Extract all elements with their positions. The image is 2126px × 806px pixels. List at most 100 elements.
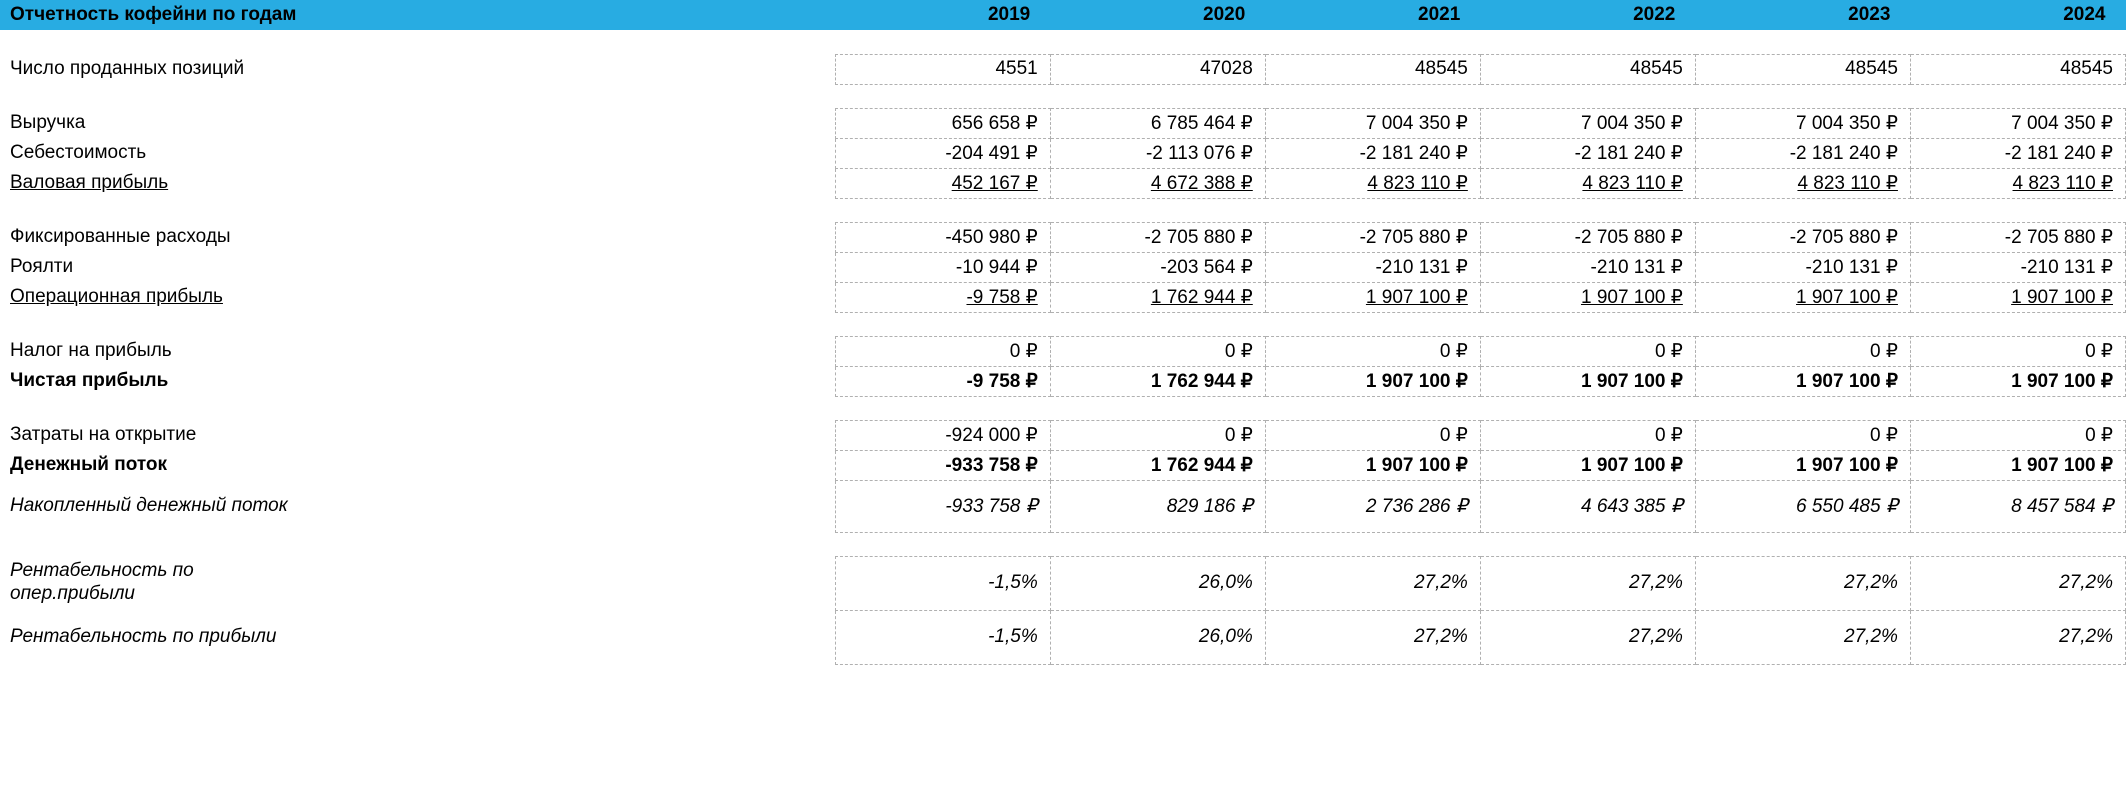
cell: 1 907 100 ₽	[1265, 366, 1480, 396]
cell: 0 ₽	[1480, 420, 1695, 450]
header-year: 2023	[1695, 0, 1910, 30]
cell: 27,2%	[1910, 556, 2125, 610]
cell: 48545	[1265, 54, 1480, 84]
cell: 1 907 100 ₽	[1480, 450, 1695, 480]
cell: -210 131 ₽	[1695, 252, 1910, 282]
cell: 7 004 350 ₽	[1695, 108, 1910, 138]
cell: 0 ₽	[1050, 420, 1265, 450]
cell: 1 762 944 ₽	[1050, 450, 1265, 480]
label-cash-flow: Денежный поток	[0, 450, 835, 480]
cell: 4 643 385 ₽	[1480, 480, 1695, 532]
cell: 1 762 944 ₽	[1050, 282, 1265, 312]
header-year: 2019	[835, 0, 1050, 30]
cell: -2 705 880 ₽	[1910, 222, 2125, 252]
row-cash-flow: Денежный поток -933 758 ₽ 1 762 944 ₽ 1 …	[0, 450, 2126, 480]
cell: -2 181 240 ₽	[1910, 138, 2125, 168]
cell: 0 ₽	[1265, 336, 1480, 366]
cell: 0 ₽	[1910, 336, 2125, 366]
cell: 0 ₽	[1050, 336, 1265, 366]
cell: 27,2%	[1480, 610, 1695, 664]
cell: 0 ₽	[1265, 420, 1480, 450]
cell: 4 823 110 ₽	[1695, 168, 1910, 198]
label-gross-profit: Валовая прибыль	[0, 168, 835, 198]
cell: 7 004 350 ₽	[1910, 108, 2125, 138]
cell: -933 758 ₽	[835, 450, 1050, 480]
header-year: 2021	[1265, 0, 1480, 30]
label-op-margin: Рентабельность по опер.прибыли	[0, 556, 835, 610]
label-fixed-costs: Фиксированные расходы	[0, 222, 835, 252]
row-cogs: Себестоимость -204 491 ₽ -2 113 076 ₽ -2…	[0, 138, 2126, 168]
cell: 1 762 944 ₽	[1050, 366, 1265, 396]
cell: 6 785 464 ₽	[1050, 108, 1265, 138]
cell: 1 907 100 ₽	[1480, 366, 1695, 396]
cell: -9 758 ₽	[835, 282, 1050, 312]
cell: -204 491 ₽	[835, 138, 1050, 168]
cell: -2 705 880 ₽	[1050, 222, 1265, 252]
label-opening-costs: Затраты на открытие	[0, 420, 835, 450]
cell: 452 167 ₽	[835, 168, 1050, 198]
cell: 0 ₽	[1695, 420, 1910, 450]
header-year: 2024	[1910, 0, 2125, 30]
cell: 7 004 350 ₽	[1265, 108, 1480, 138]
cell: -1,5%	[835, 610, 1050, 664]
cell: -1,5%	[835, 556, 1050, 610]
header-year: 2020	[1050, 0, 1265, 30]
cell: 4 672 388 ₽	[1050, 168, 1265, 198]
cell: 4 823 110 ₽	[1265, 168, 1480, 198]
cell: 27,2%	[1695, 556, 1910, 610]
cell: -924 000 ₽	[835, 420, 1050, 450]
cell: -450 980 ₽	[835, 222, 1050, 252]
row-gross-profit: Валовая прибыль 452 167 ₽ 4 672 388 ₽ 4 …	[0, 168, 2126, 198]
row-units-sold: Число проданных позиций 4551 47028 48545…	[0, 54, 2126, 84]
cell: 7 004 350 ₽	[1480, 108, 1695, 138]
cell: 26,0%	[1050, 556, 1265, 610]
cell: 4551	[835, 54, 1050, 84]
cell: 27,2%	[1910, 610, 2125, 664]
row-op-margin: Рентабельность по опер.прибыли -1,5% 26,…	[0, 556, 2126, 610]
cell: 26,0%	[1050, 610, 1265, 664]
cell: 4 823 110 ₽	[1480, 168, 1695, 198]
label-net-margin: Рентабельность по прибыли	[0, 610, 835, 664]
cell: 656 658 ₽	[835, 108, 1050, 138]
cell: -2 705 880 ₽	[1695, 222, 1910, 252]
report-container: { "header": { "title": "Отчетность кофей…	[0, 0, 2126, 665]
cell: 48545	[1695, 54, 1910, 84]
cell: 1 907 100 ₽	[1910, 282, 2125, 312]
cell: -933 758 ₽	[835, 480, 1050, 532]
cell: 1 907 100 ₽	[1695, 282, 1910, 312]
cell: 1 907 100 ₽	[1910, 450, 2125, 480]
cell: 1 907 100 ₽	[1480, 282, 1695, 312]
cell: -203 564 ₽	[1050, 252, 1265, 282]
cell: 27,2%	[1265, 556, 1480, 610]
cell: 0 ₽	[835, 336, 1050, 366]
label-revenue: Выручка	[0, 108, 835, 138]
label-cogs: Себестоимость	[0, 138, 835, 168]
cell: 27,2%	[1695, 610, 1910, 664]
cell: 1 907 100 ₽	[1695, 450, 1910, 480]
cell: 829 186 ₽	[1050, 480, 1265, 532]
cell: 1 907 100 ₽	[1265, 450, 1480, 480]
cell: -2 181 240 ₽	[1265, 138, 1480, 168]
cell: -210 131 ₽	[1265, 252, 1480, 282]
cell: 2 736 286 ₽	[1265, 480, 1480, 532]
row-net-profit: Чистая прибыль -9 758 ₽ 1 762 944 ₽ 1 90…	[0, 366, 2126, 396]
cell: 0 ₽	[1695, 336, 1910, 366]
header-title: Отчетность кофейни по годам	[0, 0, 835, 30]
row-net-margin: Рентабельность по прибыли -1,5% 26,0% 27…	[0, 610, 2126, 664]
cell: 48545	[1480, 54, 1695, 84]
cell: -2 181 240 ₽	[1480, 138, 1695, 168]
cell: -10 944 ₽	[835, 252, 1050, 282]
header-row: Отчетность кофейни по годам 2019 2020 20…	[0, 0, 2126, 30]
row-royalty: Роялти -10 944 ₽ -203 564 ₽ -210 131 ₽ -…	[0, 252, 2126, 282]
cell: 1 907 100 ₽	[1265, 282, 1480, 312]
label-operating-profit: Операционная прибыль	[0, 282, 835, 312]
label-royalty: Роялти	[0, 252, 835, 282]
cell: 0 ₽	[1910, 420, 2125, 450]
label-units-sold: Число проданных позиций	[0, 54, 835, 84]
cell: -2 705 880 ₽	[1480, 222, 1695, 252]
cell: -2 113 076 ₽	[1050, 138, 1265, 168]
row-operating-profit: Операционная прибыль -9 758 ₽ 1 762 944 …	[0, 282, 2126, 312]
row-fixed-costs: Фиксированные расходы -450 980 ₽ -2 705 …	[0, 222, 2126, 252]
report-table: Отчетность кофейни по годам 2019 2020 20…	[0, 0, 2126, 665]
header-year: 2022	[1480, 0, 1695, 30]
